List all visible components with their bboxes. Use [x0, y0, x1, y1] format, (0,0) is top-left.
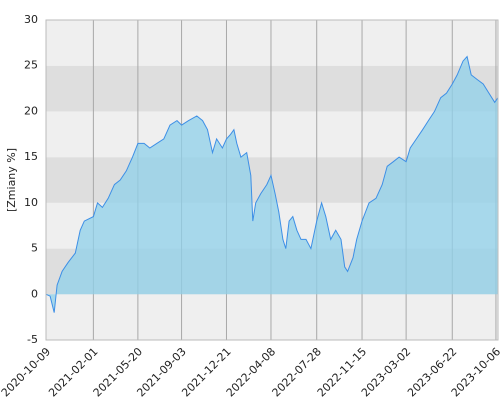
area-fill	[46, 56, 498, 313]
y-axis-label: [Zmiany %]	[5, 148, 18, 212]
y-tick-label: 30	[24, 13, 38, 26]
plot-band	[46, 294, 498, 340]
y-tick-label: 20	[24, 104, 38, 117]
plot-band	[46, 65, 498, 112]
y-tick-label: 15	[24, 150, 38, 163]
plot-frame	[45, 19, 499, 341]
plot-band	[46, 20, 498, 66]
y-tick-label: 5	[31, 242, 38, 255]
y-tick-label: 25	[24, 59, 38, 72]
y-tick-label: 0	[31, 287, 38, 300]
line	[45, 55, 499, 313]
y-tick-label: -5	[27, 333, 38, 346]
x-tick-label: 2020-10-09	[0, 345, 53, 399]
y-tick-label: 10	[24, 196, 38, 209]
